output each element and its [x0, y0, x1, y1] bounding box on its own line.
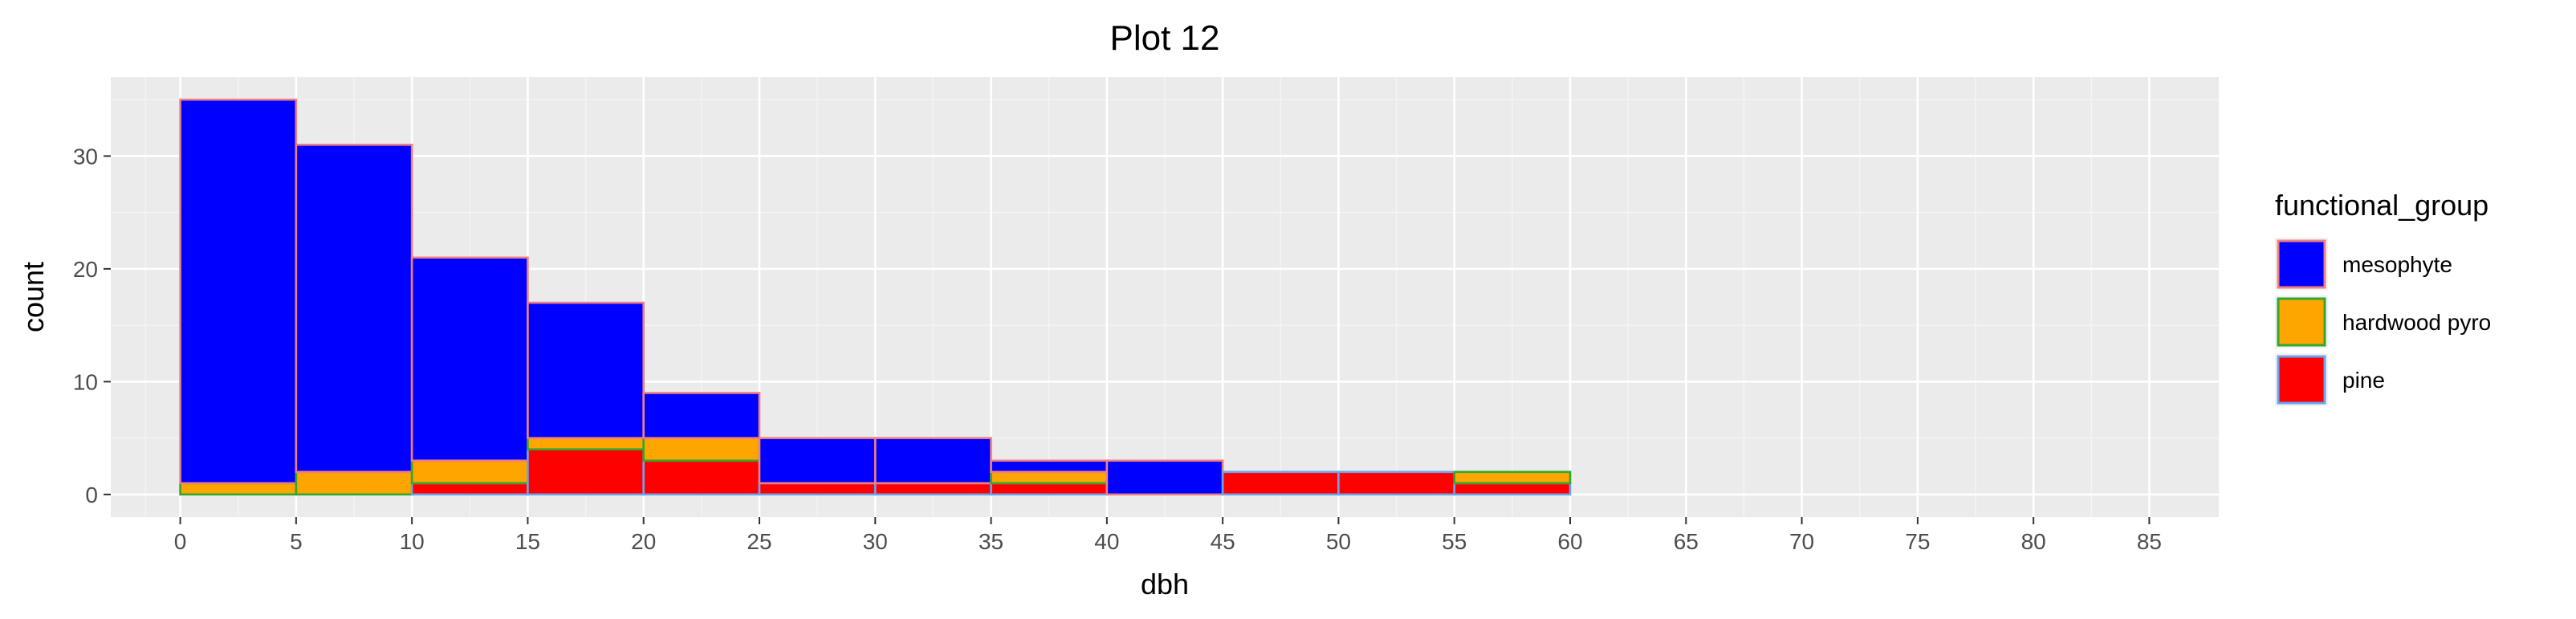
bar-segment: [410, 482, 529, 496]
bar-segment: [642, 437, 761, 462]
legend-label: hardwood pyro: [2342, 310, 2491, 335]
bar-segment: [642, 392, 761, 439]
x-tick-label: 15: [515, 529, 540, 554]
y-tick-label: 30: [73, 144, 98, 169]
bar-segment: [1221, 470, 1340, 496]
y-tick-label: 20: [73, 257, 98, 282]
bar-segment: [990, 459, 1109, 474]
x-tick-label: 85: [2137, 529, 2162, 554]
x-tick-label: 65: [1674, 529, 1699, 554]
y-tick-label: 10: [73, 369, 98, 394]
legend-label: pine: [2342, 368, 2385, 393]
x-tick-label: 0: [174, 529, 187, 554]
x-tick-label: 25: [747, 529, 771, 554]
bar-segment: [873, 482, 992, 496]
legend-swatch: [2277, 297, 2326, 347]
bar-segment: [179, 482, 298, 496]
x-tick-label: 45: [1211, 529, 1235, 554]
legend-swatch: [2277, 355, 2326, 405]
bar-segment: [295, 470, 413, 496]
bar-segment: [1337, 470, 1456, 496]
bar-segment: [758, 482, 877, 496]
x-tick-label: 5: [290, 529, 303, 554]
legend-title: functional_group: [2275, 189, 2489, 222]
bar-segment: [179, 98, 298, 485]
bar-segment: [642, 459, 761, 496]
legend-swatch: [2277, 239, 2326, 289]
x-axis-title: dbh: [1141, 568, 1189, 601]
chart-title: Plot 12: [1110, 18, 1220, 58]
x-tick-label: 35: [979, 529, 1003, 554]
y-axis: 0 10 20 30: [73, 144, 111, 507]
bars-layer: [179, 98, 1572, 496]
bar-segment: [1105, 459, 1224, 496]
y-tick-label: 0: [85, 483, 98, 507]
bar-segment: [527, 448, 645, 496]
x-tick-label: 40: [1094, 529, 1119, 554]
y-axis-title: count: [17, 262, 50, 332]
x-tick-label: 20: [631, 529, 656, 554]
bar-segment: [1453, 470, 1572, 485]
x-tick-label: 10: [400, 529, 425, 554]
bar-segment: [527, 301, 645, 439]
bar-segment: [527, 437, 645, 450]
x-tick-label: 75: [1905, 529, 1930, 554]
grid-lines: [111, 77, 2219, 517]
x-tick-label: 70: [1789, 529, 1814, 554]
x-tick-label: 60: [1557, 529, 1582, 554]
bar-segment: [295, 144, 413, 474]
bar-segment: [410, 256, 529, 462]
bar-segment: [1453, 482, 1572, 496]
x-tick-label: 50: [1326, 529, 1351, 554]
legend-label: mesophyte: [2342, 252, 2452, 277]
x-tick-label: 30: [863, 529, 888, 554]
bar-segment: [873, 437, 992, 485]
bar-segment: [990, 482, 1109, 496]
x-tick-label: 55: [1442, 529, 1467, 554]
bar-segment: [758, 437, 877, 485]
bar-segment: [990, 470, 1109, 485]
legend: functional_group mesophyte hardwood pyro p…: [2275, 189, 2491, 406]
x-tick-label: 80: [2021, 529, 2046, 554]
x-axis: 0 5 10 15 20 25 30 35 40 45 50 55 60 65 70 75 80 85: [174, 517, 2162, 554]
bar-segment: [410, 459, 529, 485]
